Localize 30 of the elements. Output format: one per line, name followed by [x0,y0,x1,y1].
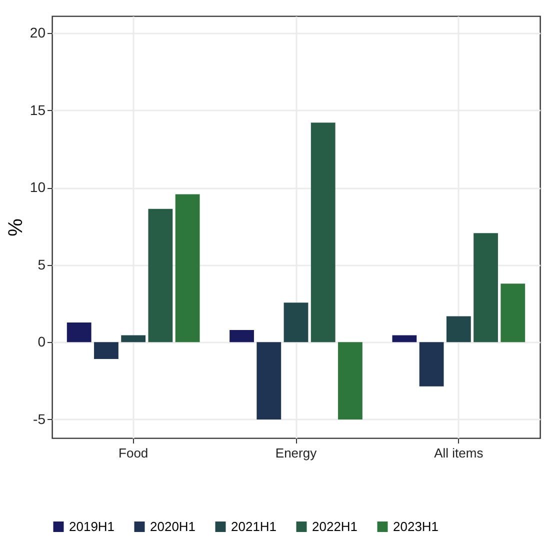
bar [121,335,146,342]
bar [66,322,92,342]
bar [230,330,254,342]
bar [94,342,118,360]
bar [148,208,173,342]
y-tick-label: -5 [33,410,46,427]
y-tick-label: 10 [30,179,46,196]
bar [310,122,336,342]
x-tick-label: Food [118,446,148,460]
y-axis-title: % [4,218,27,236]
bar [474,233,498,342]
bar [175,194,200,342]
y-tick-label: 15 [30,102,46,118]
legend-label: 2020H1 [150,518,196,534]
x-tick-label: All items [434,446,484,460]
bar [392,335,417,342]
legend-label: 2022H1 [312,518,358,534]
y-tick-label: 0 [38,334,46,350]
bar [446,316,471,342]
bar [256,342,282,420]
legend-label: 2021H1 [231,518,277,534]
bar [500,284,526,342]
y-tick-label: 5 [38,256,46,272]
legend-label: 2023H1 [393,518,439,534]
y-tick-label: 20 [30,24,46,41]
x-tick-label: Energy [275,446,318,460]
bar [284,302,308,342]
bar [419,342,444,386]
legend-label: 2019H1 [69,518,115,534]
bar [338,342,362,420]
